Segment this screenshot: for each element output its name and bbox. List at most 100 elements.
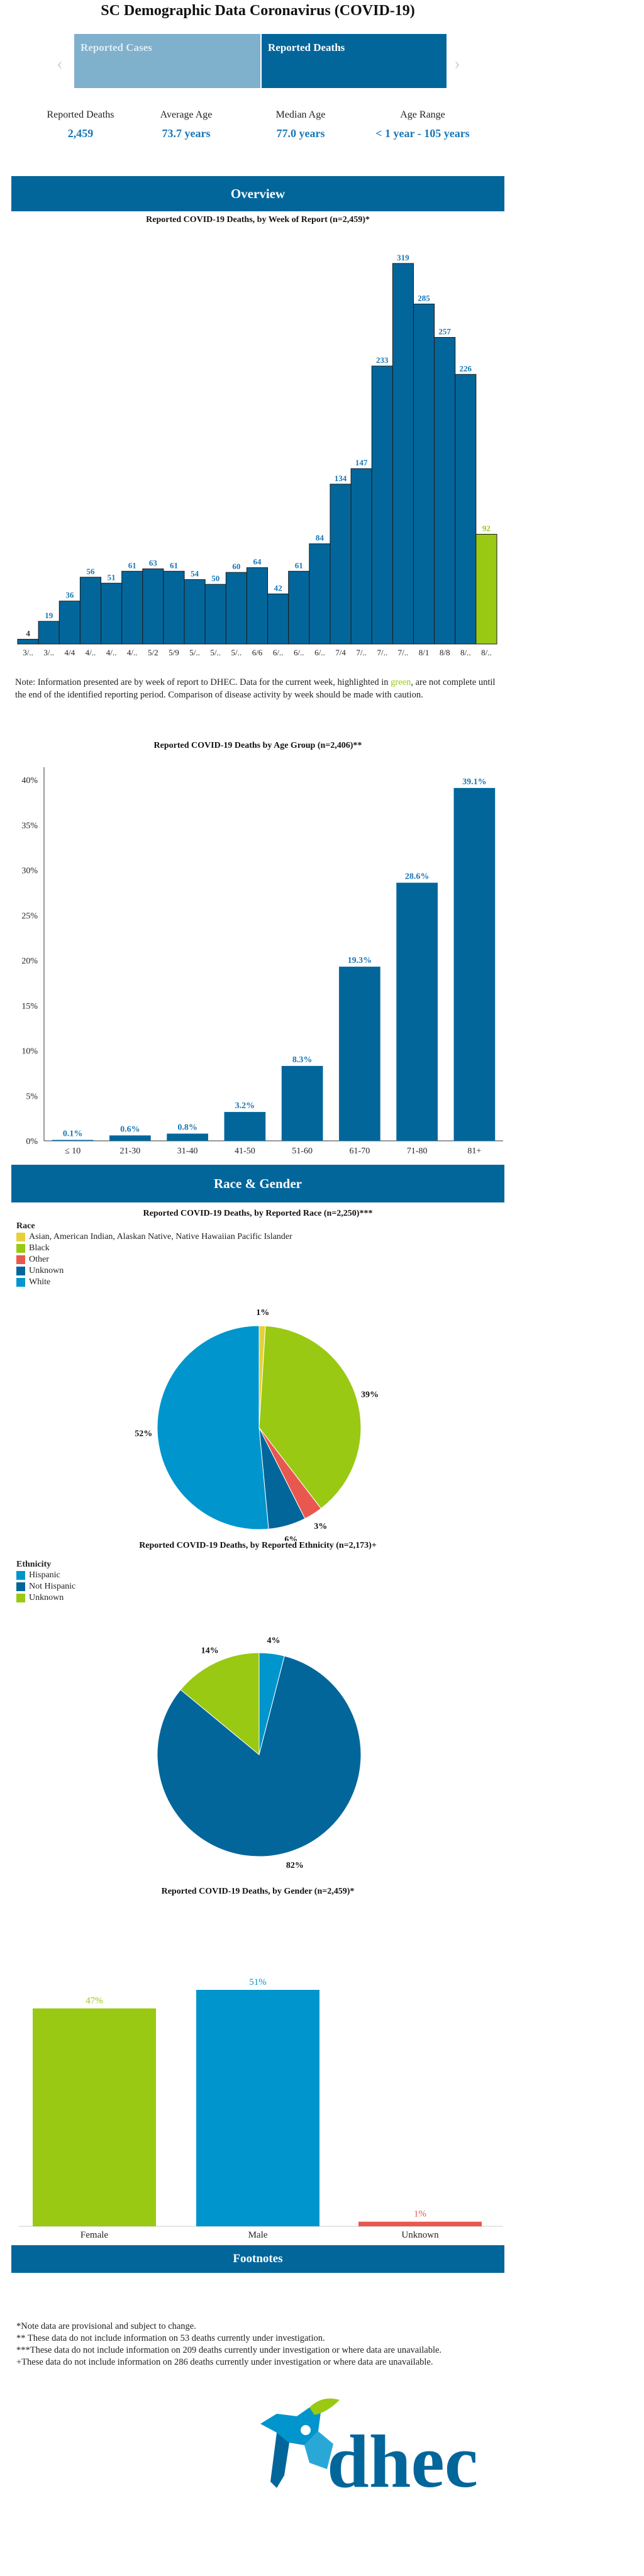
legend-label: Unknown bbox=[29, 1266, 64, 1275]
week-value-label: 63 bbox=[149, 558, 158, 567]
age-bar bbox=[52, 1140, 94, 1141]
legend-label: Black bbox=[29, 1243, 50, 1253]
weekly-deaths-chart: 4 3/.. 19 3/.. 36 4/4 56 4/.. 51 4/.. 61 4/.. 63 5/2 6… bbox=[17, 253, 497, 657]
week-value-label: 84 bbox=[316, 533, 325, 543]
legend-item: Hispanic bbox=[16, 1570, 75, 1581]
week-bar bbox=[225, 572, 247, 645]
week-value-label: 134 bbox=[335, 474, 347, 483]
age-tick-label: 41-50 bbox=[235, 1146, 255, 1156]
footnote-line: ***These data do not include information… bbox=[16, 2345, 442, 2355]
week-bar bbox=[309, 543, 331, 645]
gender-tick-label: Male bbox=[248, 2230, 268, 2240]
stat-reported-deaths: Reported Deaths 2,459 bbox=[18, 109, 143, 140]
week-tick-label: 8/1 bbox=[419, 648, 430, 657]
tab-reported-deaths[interactable]: Reported Deaths bbox=[262, 34, 447, 88]
gender-bar bbox=[196, 1990, 319, 2226]
section-header-footnotes: Footnotes bbox=[11, 2245, 504, 2273]
week-tick-label: 6/.. bbox=[314, 648, 325, 657]
dhec-logo: dhec bbox=[260, 2398, 478, 2494]
y-tick-label: 35% bbox=[21, 821, 38, 831]
week-bar bbox=[392, 263, 414, 645]
footnote-line: *Note data are provisional and subject t… bbox=[16, 2321, 196, 2331]
week-value-label: 147 bbox=[355, 458, 368, 467]
weekly-chart-title: Reported COVID-19 Deaths, by Week of Rep… bbox=[146, 215, 370, 225]
week-tick-label: 5/2 bbox=[148, 648, 158, 657]
stat-value: 73.7 years bbox=[162, 127, 211, 140]
legend-item: Unknown bbox=[16, 1592, 75, 1604]
age-value-label: 19.3% bbox=[348, 956, 372, 965]
age-chart-title: Reported COVID-19 Deaths by Age Group (n… bbox=[153, 741, 362, 750]
footnotes-list: *Note data are provisional and subject t… bbox=[16, 2321, 507, 2368]
age-value-label: 0.1% bbox=[63, 1130, 83, 1139]
week-tick-label: 7/.. bbox=[377, 648, 387, 657]
ethnicity-chart-title: Reported COVID-19 Deaths, by Reported Et… bbox=[139, 1541, 377, 1550]
week-value-label: 64 bbox=[253, 557, 262, 567]
legend-label: Unknown bbox=[29, 1593, 64, 1602]
y-tick-label: 20% bbox=[21, 957, 38, 966]
note-highlight: green bbox=[391, 677, 411, 687]
week-tick-label: 6/6 bbox=[252, 648, 263, 657]
pie-slice bbox=[157, 1655, 362, 1857]
week-bar bbox=[142, 568, 164, 645]
pie-slice bbox=[157, 1325, 269, 1530]
week-bar bbox=[246, 567, 269, 645]
logo-text: dhec bbox=[327, 2419, 478, 2494]
age-value-label: 3.2% bbox=[235, 1101, 255, 1111]
legend-swatch bbox=[16, 1278, 25, 1287]
stat-label: Age Range bbox=[400, 109, 445, 120]
y-tick-label: 40% bbox=[21, 776, 38, 786]
race-chart-title: Reported COVID-19 Deaths, by Reported Ra… bbox=[143, 1209, 373, 1218]
stat-age-range: Age Range < 1 year - 105 years bbox=[360, 109, 486, 140]
week-bar bbox=[101, 582, 123, 645]
stat-value: 77.0 years bbox=[276, 127, 325, 140]
week-value-label: 92 bbox=[482, 523, 491, 533]
pie-slice bbox=[180, 1652, 260, 1756]
week-bar bbox=[350, 468, 372, 645]
pie-slice-label: 4% bbox=[267, 1636, 280, 1645]
week-value-label: 42 bbox=[274, 583, 282, 592]
legend-swatch bbox=[16, 1267, 25, 1275]
age-bar bbox=[396, 882, 438, 1141]
week-value-label: 54 bbox=[191, 569, 199, 579]
age-value-label: 0.8% bbox=[177, 1123, 197, 1133]
stat-label: Average Age bbox=[160, 109, 213, 120]
week-tick-label: 7/4 bbox=[335, 648, 346, 657]
chevron-right-icon[interactable]: › bbox=[454, 53, 460, 74]
tab-reported-cases[interactable]: Reported Cases bbox=[74, 34, 260, 88]
legend-label: Hispanic bbox=[29, 1570, 60, 1580]
pie-slice bbox=[258, 1325, 362, 1509]
week-value-label: 226 bbox=[460, 364, 472, 373]
week-value-label: 319 bbox=[397, 253, 409, 262]
age-tick-label: 21-30 bbox=[120, 1146, 141, 1156]
age-group-chart: 0% 5% 10% 15% 20% 25% 30% 35% 40% 0.1% ≤ 10 0.6% 21-… bbox=[21, 767, 503, 1156]
week-value-label: 50 bbox=[211, 574, 219, 583]
legend-label: White bbox=[29, 1277, 51, 1287]
week-tick-label: 7/.. bbox=[398, 648, 409, 657]
age-value-label: 28.6% bbox=[405, 872, 430, 882]
week-tick-label: 4/.. bbox=[86, 648, 96, 657]
pie-slice-label: 14% bbox=[201, 1646, 219, 1656]
week-bar bbox=[330, 484, 352, 645]
age-bar bbox=[224, 1112, 266, 1141]
legend-item: Black bbox=[16, 1243, 292, 1254]
week-value-label: 61 bbox=[128, 560, 136, 570]
note-text-start: Note: Information presented are by week … bbox=[15, 677, 391, 687]
gender-chart: 47% Female 51% Male 1% Unknown bbox=[19, 1977, 503, 2240]
pie-slice-label: 6% bbox=[284, 1535, 297, 1541]
week-tick-label: 5/9 bbox=[169, 648, 179, 657]
gender-value-label: 1% bbox=[414, 2209, 426, 2219]
pie-slice-label: 1% bbox=[256, 1308, 269, 1318]
footnote-line: +These data do not include information o… bbox=[16, 2357, 433, 2367]
legend-item: White bbox=[16, 1277, 292, 1288]
week-tick-label: 4/.. bbox=[127, 648, 138, 657]
chevron-left-icon[interactable]: ‹ bbox=[57, 53, 63, 74]
week-value-label: 19 bbox=[45, 611, 53, 620]
gender-tick-label: Unknown bbox=[401, 2230, 439, 2240]
tab-bar: Reported Cases Reported Deaths bbox=[74, 34, 447, 88]
age-tick-label: 71-80 bbox=[407, 1146, 428, 1156]
pie-slice-label: 82% bbox=[286, 1861, 304, 1870]
gender-chart-title: Reported COVID-19 Deaths, by Gender (n=2… bbox=[161, 1887, 355, 1896]
age-value-label: 8.3% bbox=[292, 1055, 313, 1065]
week-bar bbox=[434, 336, 456, 645]
week-tick-label: 3/.. bbox=[43, 648, 54, 657]
